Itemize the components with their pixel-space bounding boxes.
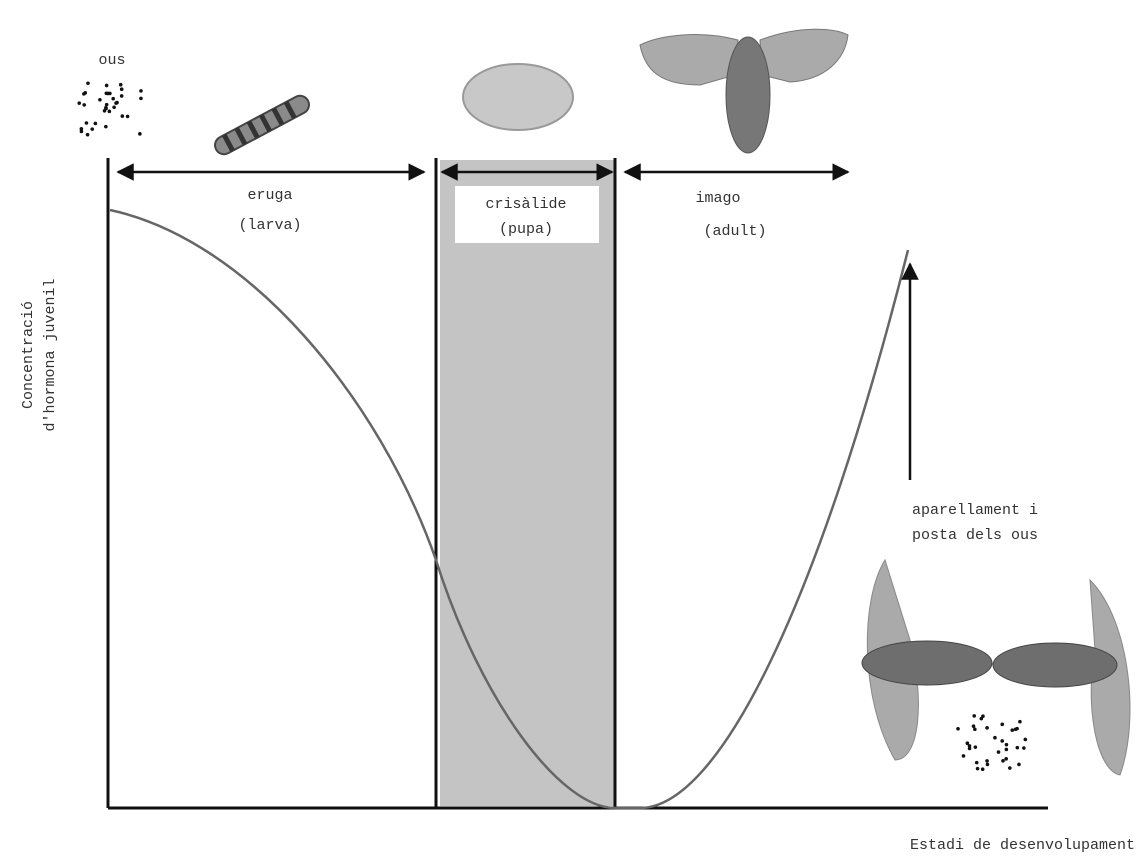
egg-dot [79, 127, 84, 131]
egg-dot [125, 114, 130, 119]
egg-dot [1017, 762, 1021, 767]
egg-dot [120, 114, 125, 118]
egg-dot [973, 727, 977, 732]
egg-dot [107, 109, 112, 114]
egg-dot [956, 726, 960, 731]
y-axis-label: Concentració d'hormona juvenil [20, 278, 59, 431]
pupa-band [440, 160, 614, 806]
egg-dot [85, 132, 90, 137]
egg-dot [1000, 722, 1005, 727]
stage-sub: (adult) [703, 223, 766, 240]
egg-dot [104, 102, 109, 107]
y-axis-label-line: d'hormona juvenil [42, 278, 59, 431]
egg-dot [1004, 757, 1008, 761]
egg-dot [967, 746, 972, 751]
egg-dot [119, 94, 124, 98]
egg-dot [1018, 719, 1022, 724]
egg-dot [115, 100, 119, 105]
egg-dot [1023, 737, 1028, 742]
egg-dot [965, 741, 970, 746]
egg-dot [118, 82, 123, 87]
egg-dot [979, 716, 984, 721]
egg-dot [993, 735, 997, 740]
egg-dot [971, 724, 976, 729]
egg-dot [1022, 746, 1026, 750]
egg-dot [1000, 739, 1004, 743]
egg-dot [985, 726, 989, 730]
egg-dot [84, 121, 89, 125]
moth-icon [639, 28, 849, 154]
egg-dot [972, 714, 977, 718]
stage-name: crisàlide [485, 196, 566, 213]
egg-dot [83, 91, 88, 95]
egg-dot [1001, 759, 1005, 763]
egg-dot [104, 124, 108, 129]
egg-dot [974, 760, 979, 765]
egg-dot [104, 83, 109, 88]
egg-dot [1015, 745, 1020, 750]
egg-dot [104, 105, 108, 110]
egg-dot [1008, 766, 1012, 770]
egg-dot [79, 129, 84, 134]
stage-sub: (larva) [238, 217, 301, 234]
y-axis-label-line: Concentració [20, 301, 37, 409]
stage-name: eruga [247, 187, 292, 204]
egg-dot [139, 89, 143, 93]
egg-dot [98, 97, 102, 102]
egg-dot [1004, 747, 1009, 752]
egg-dot [973, 745, 978, 749]
egg-dot [1010, 728, 1015, 732]
egg-dot [119, 87, 124, 91]
egg-dot [975, 766, 980, 771]
pupa-icon [462, 63, 574, 131]
egg-dot [82, 103, 87, 107]
egg-dot [1004, 742, 1009, 747]
egg-dot [996, 750, 1001, 754]
egg-dot [77, 101, 82, 105]
eggs-icon [77, 81, 143, 137]
caterpillar-icon [214, 94, 310, 156]
egg-dot [961, 754, 966, 758]
stage-sub: (pupa) [499, 221, 553, 238]
egg-dot [985, 759, 989, 763]
mating-label: posta dels ous [912, 527, 1038, 544]
mating-label: aparellament i [912, 502, 1038, 519]
egg-dot [93, 121, 98, 126]
egg-dot [138, 132, 142, 136]
x-axis-label: Estadi de desenvolupament [910, 837, 1135, 854]
egg-dot [1015, 726, 1019, 731]
hormone-curve [109, 208, 910, 810]
egg-dot [90, 127, 95, 131]
egg-dot [980, 767, 985, 772]
eggs-icon [956, 714, 1028, 772]
stage-name: imago [695, 190, 740, 207]
egg-dot [967, 744, 972, 748]
label-box [455, 186, 599, 243]
egg-dot [111, 96, 115, 101]
egg-dot [985, 762, 990, 767]
egg-dot [106, 91, 110, 96]
egg-dot [86, 81, 90, 86]
egg-dot [139, 96, 143, 101]
egg-dot [102, 108, 107, 113]
eggs-label: ous [98, 52, 125, 69]
mating-moths-icon [861, 558, 1131, 776]
egg-dot [112, 105, 116, 110]
